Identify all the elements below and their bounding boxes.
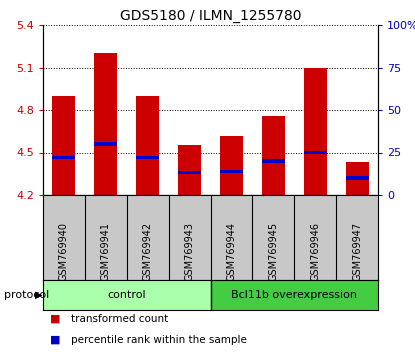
Text: ■: ■	[50, 335, 60, 345]
Text: protocol: protocol	[4, 290, 49, 300]
Bar	[52, 96, 76, 195]
Text: transformed count: transformed count	[71, 314, 168, 324]
Bar	[43, 280, 210, 310]
Bar	[346, 162, 369, 195]
Text: Bcl11b overexpression: Bcl11b overexpression	[231, 290, 357, 300]
Text: percentile rank within the sample: percentile rank within the sample	[71, 335, 247, 345]
Bar	[52, 156, 76, 159]
Bar	[94, 142, 117, 145]
Bar	[304, 68, 327, 195]
Bar	[178, 145, 201, 195]
Bar	[346, 176, 369, 179]
Text: ▶: ▶	[35, 290, 43, 300]
Bar	[178, 171, 201, 175]
Bar	[262, 116, 285, 195]
Bar	[136, 156, 159, 159]
Bar	[304, 151, 327, 154]
Bar	[220, 136, 243, 195]
Bar	[262, 159, 285, 162]
Title: GDS5180 / ILMN_1255780: GDS5180 / ILMN_1255780	[120, 8, 301, 23]
Bar	[210, 280, 378, 310]
Bar	[94, 53, 117, 195]
Text: ■: ■	[50, 314, 60, 324]
Bar	[220, 170, 243, 173]
Text: control: control	[107, 290, 146, 300]
Bar	[136, 96, 159, 195]
